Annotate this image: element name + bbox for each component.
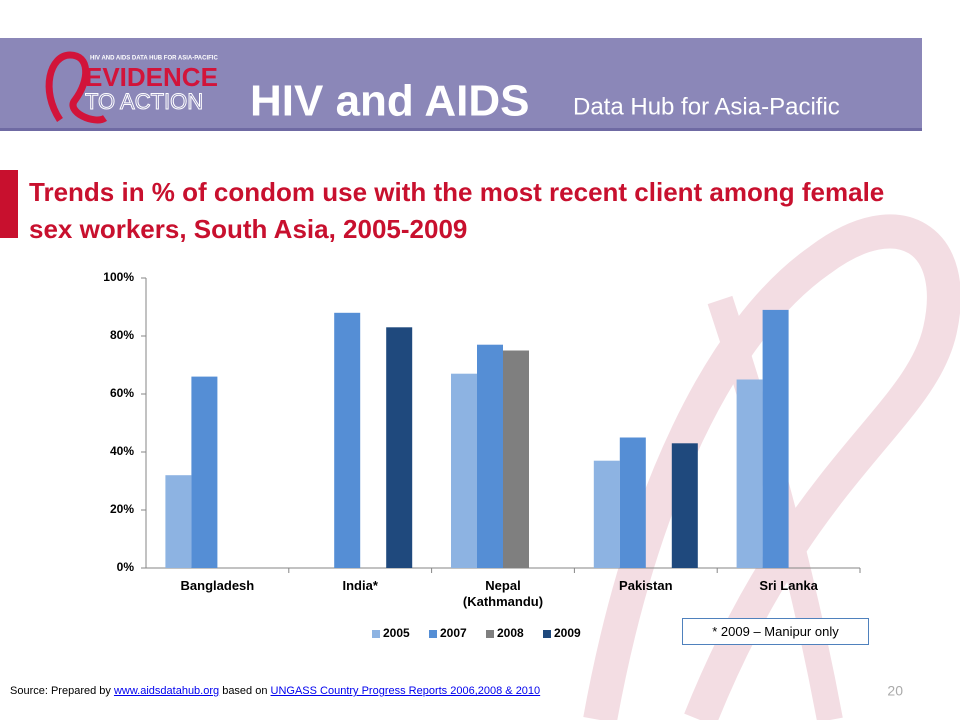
bar <box>386 327 413 568</box>
legend-label: 2009 <box>554 626 581 640</box>
bar <box>619 437 646 568</box>
x-tick-label: Bangladesh <box>180 578 255 593</box>
source-link[interactable]: UNGASS Country Progress Reports 2006,200… <box>270 685 541 697</box>
legend-swatch <box>543 630 551 638</box>
x-tick-label: Nepal (Kathmandu) <box>462 578 544 609</box>
page-number: 20 <box>887 683 903 699</box>
x-tick-label: Sri Lanka <box>759 578 818 593</box>
annotation: * 2009 – Manipur only <box>682 618 869 645</box>
logo-top: EVIDENCE <box>85 62 218 92</box>
chart-title: Trends in % of condom use with the most … <box>29 177 885 244</box>
bar <box>165 475 192 568</box>
logo-bottom: TO ACTION <box>85 89 203 114</box>
source: Source: Prepared by www.aidsdatahub.org … <box>10 685 540 697</box>
legend-swatch <box>372 630 380 638</box>
bar <box>671 443 698 568</box>
legend-swatch <box>429 630 437 638</box>
bar <box>451 373 477 568</box>
bar <box>191 376 218 568</box>
header-subtitle: Data Hub for Asia-Pacific <box>573 93 840 120</box>
bar <box>762 309 789 568</box>
title-marker <box>0 170 18 238</box>
y-tick-label: 20% <box>110 502 134 516</box>
legend-swatch <box>486 630 494 638</box>
x-tick-label: Pakistan <box>619 578 673 593</box>
header-band <box>0 38 922 130</box>
logo-ribbon <box>45 51 108 124</box>
header-rule <box>0 128 922 131</box>
y-tick-label: 100% <box>103 270 134 284</box>
legend-label: 2008 <box>497 626 524 640</box>
logo-small: HIV AND AIDS DATA HUB FOR ASIA-PACIFIC <box>90 56 218 62</box>
y-tick-label: 80% <box>110 328 134 342</box>
legend-label: 2007 <box>440 626 467 640</box>
source-text: based on <box>219 685 271 697</box>
source-link[interactable]: www.aidsdatahub.org <box>113 685 220 697</box>
source-text: Source: Prepared by <box>10 685 114 697</box>
bar <box>477 344 503 568</box>
y-tick-label: 60% <box>110 386 134 400</box>
y-tick-label: 40% <box>110 444 134 458</box>
bar <box>334 312 361 568</box>
legend-label: 2005 <box>383 626 410 640</box>
header-title: HIV and AIDS <box>250 77 530 126</box>
bar <box>736 379 763 568</box>
bar <box>593 460 620 568</box>
x-tick-label: India* <box>342 578 378 593</box>
y-tick-label: 0% <box>117 560 135 574</box>
bar <box>503 350 529 568</box>
